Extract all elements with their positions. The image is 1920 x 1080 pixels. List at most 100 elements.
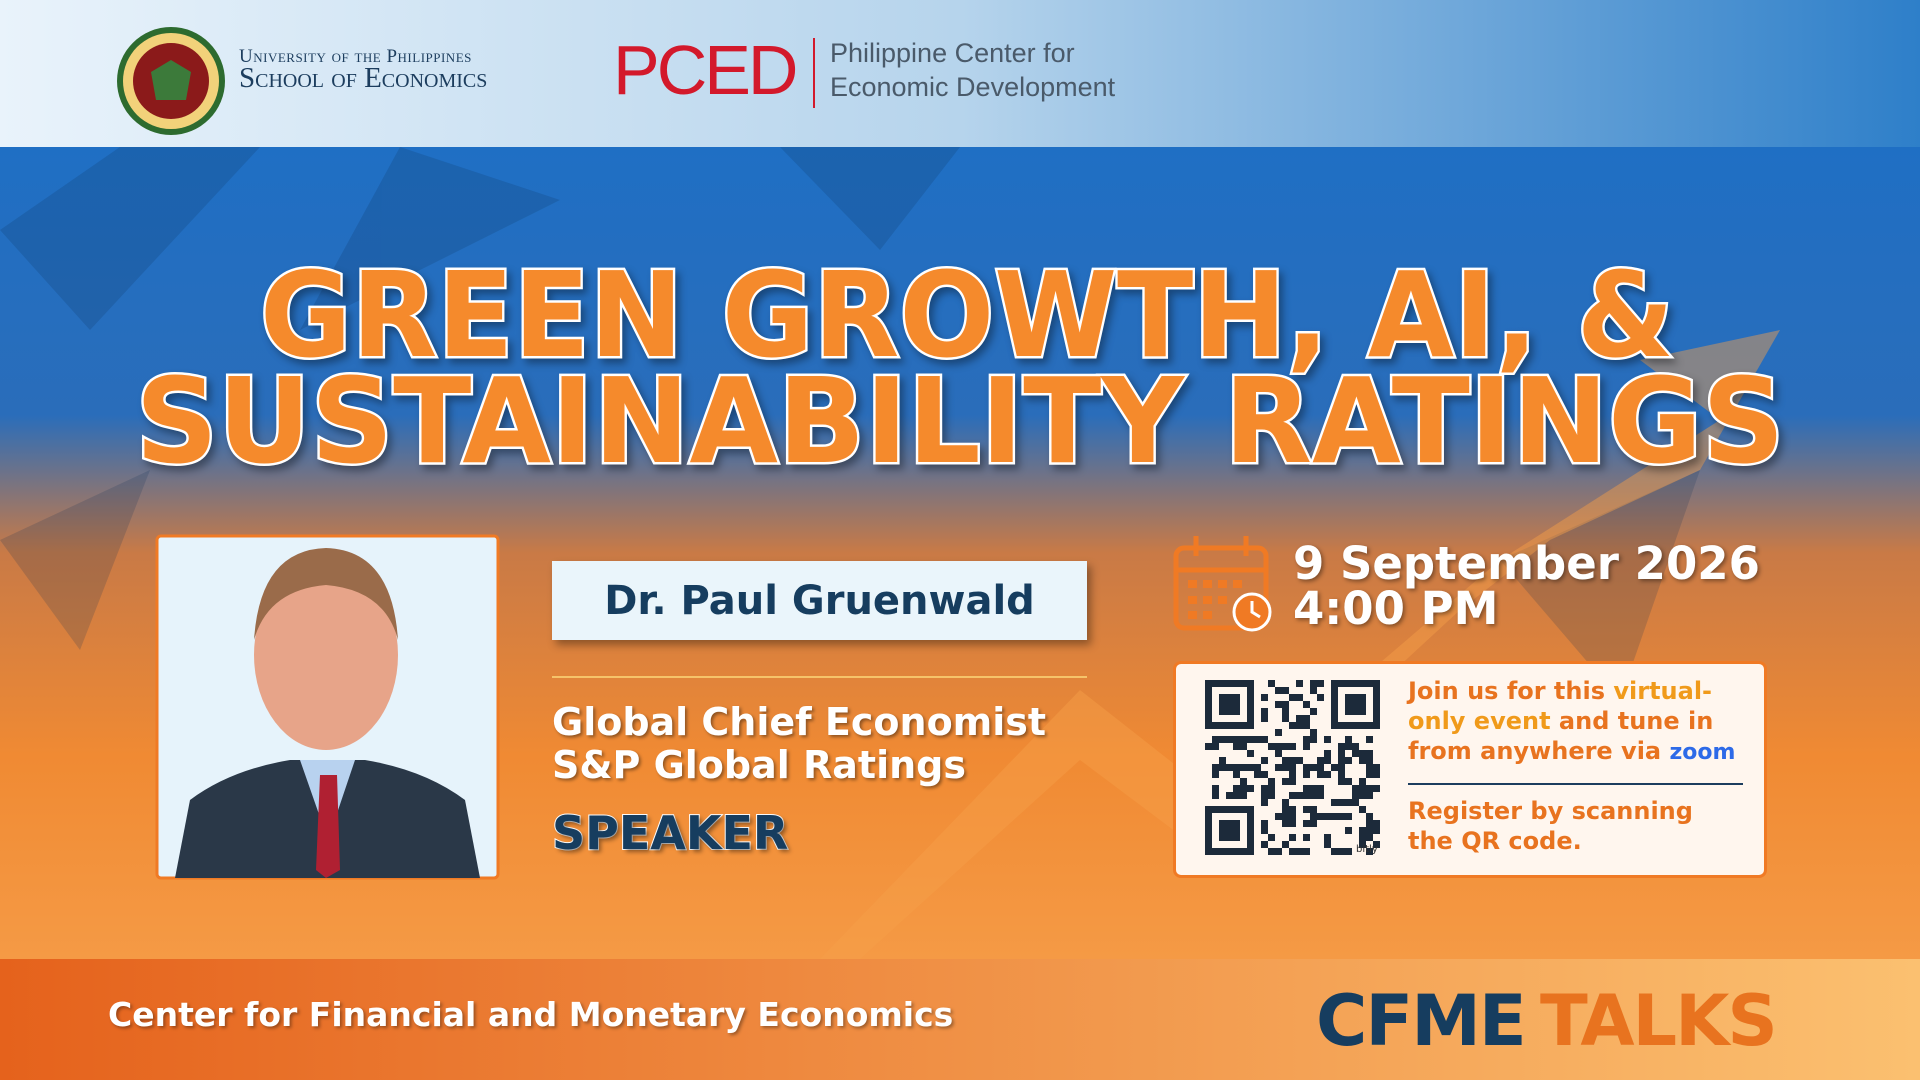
qr-module (1373, 841, 1380, 848)
qr-module (1310, 785, 1317, 792)
qr-module (1366, 820, 1373, 827)
qr-module (1282, 715, 1289, 722)
qr-module (1282, 799, 1289, 806)
qr-module (1275, 687, 1282, 694)
qr-module (1338, 750, 1345, 757)
qr-module (1373, 771, 1380, 778)
qr-module (1268, 848, 1275, 855)
qr-module (1289, 813, 1296, 820)
qr-module (1338, 743, 1345, 750)
qr-module (1275, 764, 1282, 771)
qr-module (1254, 771, 1261, 778)
invite-part: and tune in from anywhere via (1408, 707, 1714, 765)
qr-module (1359, 841, 1366, 848)
qr-module (1261, 771, 1268, 778)
qr-module (1338, 778, 1345, 785)
qr-module (1282, 757, 1289, 764)
qr-module (1289, 757, 1296, 764)
photo (155, 534, 500, 880)
qr-module (1317, 813, 1324, 820)
qr-module (1289, 848, 1296, 855)
qr-module (1324, 736, 1331, 743)
qr-module (1240, 778, 1247, 785)
event-date: 9 September 2026 (1293, 537, 1760, 590)
speaker-name: Dr. Paul Gruenwald (552, 561, 1087, 640)
qr-module (1345, 778, 1352, 785)
qr-module (1226, 792, 1233, 799)
qr-module (1268, 785, 1275, 792)
qr-module (1282, 701, 1289, 708)
qr-module (1289, 778, 1296, 785)
qr-module (1352, 792, 1359, 799)
qr-module (1219, 764, 1226, 771)
qr-module (1345, 827, 1352, 834)
qr-module (1324, 841, 1331, 848)
qr-module (1366, 764, 1373, 771)
qr-module (1317, 757, 1324, 764)
title: GREEN GROWTH, AI, & SUSTAINABILITY RATIN… (133, 244, 1787, 493)
qr-module (1303, 792, 1310, 799)
zoom-logo: zoom (1669, 740, 1736, 765)
qr-module (1310, 708, 1317, 715)
qr-module (1261, 694, 1268, 701)
qr-module (1345, 757, 1352, 764)
qr-module (1240, 764, 1247, 771)
register-text: Register by scanning the QR code. (1408, 797, 1693, 855)
qr-module (1317, 771, 1324, 778)
qr-module (1359, 792, 1366, 799)
qr-module (1366, 750, 1373, 757)
qr-module (1282, 820, 1289, 827)
qr-module (1261, 715, 1268, 722)
qr-module (1338, 799, 1345, 806)
qr-module (1359, 750, 1366, 757)
pced-name: Philippine Center for (830, 38, 1075, 68)
qr-module (1289, 764, 1296, 771)
qr-module (1282, 841, 1289, 848)
qr-module (1275, 848, 1282, 855)
qr-module (1359, 806, 1366, 813)
header-bg (0, 0, 1920, 147)
qr-module (1331, 848, 1338, 855)
qr-module (1366, 771, 1373, 778)
qr-module (1289, 771, 1296, 778)
qr-module (1261, 757, 1268, 764)
qr-module (1282, 708, 1289, 715)
qr-module (1240, 736, 1247, 743)
qr-module (1275, 701, 1282, 708)
qr-module (1373, 764, 1380, 771)
qr-module (1240, 743, 1247, 750)
qr-module (1359, 778, 1366, 785)
qr-module (1275, 729, 1282, 736)
qr-module (1282, 778, 1289, 785)
qr-module (1310, 680, 1317, 687)
qr-module (1324, 771, 1331, 778)
qr-module (1296, 757, 1303, 764)
qr-module (1268, 743, 1275, 750)
brand-cfme: CFME (1316, 980, 1527, 1062)
decor (0, 147, 1700, 700)
brand-talks: TALKS (1540, 980, 1778, 1062)
qr-module (1331, 799, 1338, 806)
qr-module (1303, 764, 1310, 771)
qr-module (1338, 771, 1345, 778)
qr-module (1359, 785, 1366, 792)
qr-module (1352, 743, 1359, 750)
qr-module (1345, 848, 1352, 855)
qr-module (1303, 834, 1310, 841)
qr-module (1373, 827, 1380, 834)
qr-module (1247, 764, 1254, 771)
qr-module (1338, 848, 1345, 855)
qr-module (1233, 771, 1240, 778)
qr-module (1338, 757, 1345, 764)
info-box (1173, 661, 1767, 878)
qr-module (1345, 736, 1352, 743)
qr-module (1310, 820, 1317, 827)
qr-module (1303, 722, 1310, 729)
qr-module (1289, 694, 1296, 701)
qr-module (1366, 792, 1373, 799)
qr-code (1205, 680, 1380, 855)
qr-module (1289, 722, 1296, 729)
qr-module (1240, 785, 1247, 792)
qr-module (1219, 694, 1240, 715)
